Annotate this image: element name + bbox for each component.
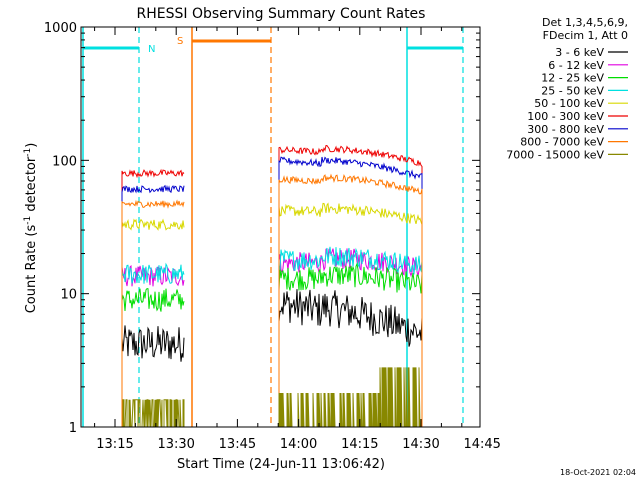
y-axis-label-sup2: -1 xyxy=(23,148,33,157)
plot-frame xyxy=(80,26,481,428)
y-axis-label-mid: detector xyxy=(24,156,39,216)
legend-entry-label: 100 - 300 keV xyxy=(527,110,604,123)
y-axis-label: Count Rate (s-1 detector-1) xyxy=(23,143,39,314)
series-lines xyxy=(121,144,423,428)
legend-entry-label: 50 - 100 keV xyxy=(534,97,604,110)
legend-entry-label: 6 - 12 keV xyxy=(548,59,604,72)
series-line-seg2 xyxy=(278,202,423,427)
series-line-seg2 xyxy=(278,246,423,427)
x-tick-label: 14:15 xyxy=(341,437,378,452)
y-axis-label-main: Count Rate (s xyxy=(24,225,39,314)
x-tick-label: 13:30 xyxy=(157,437,194,452)
saa-label: S xyxy=(177,36,183,47)
series-line-seg1 xyxy=(121,168,185,427)
series-line-seg1 xyxy=(121,218,185,427)
legend-entry-label: 12 - 25 keV xyxy=(541,72,604,85)
y-axis-label-sup1: -1 xyxy=(23,216,33,225)
series-line-seg1 xyxy=(122,399,185,428)
series-line-seg2 xyxy=(278,173,423,427)
series-line-seg1 xyxy=(121,262,185,427)
y-tick-label: 100 xyxy=(52,154,77,169)
generation-timestamp: 18-Oct-2021 02:04 xyxy=(560,468,636,477)
interval-markers: NS xyxy=(82,27,464,427)
series-100_300keV xyxy=(121,144,423,427)
series-line-seg2 xyxy=(278,156,423,427)
series-50_100keV xyxy=(121,202,423,427)
x-tick-label: 13:45 xyxy=(219,437,256,452)
legend-entry-label: 25 - 50 keV xyxy=(541,84,604,97)
series-line-seg2 xyxy=(278,289,423,427)
x-axis-label: Start Time (24-Jun-11 13:06:42) xyxy=(177,457,385,472)
legend: Det 1,3,4,5,6,9, FDecim 1, Att 0 3 - 6 k… xyxy=(506,16,628,161)
legend-header-1: Det 1,3,4,5,6,9, xyxy=(542,16,628,29)
legend-header-2: FDecim 1, Att 0 xyxy=(543,29,628,42)
legend-entry-label: 300 - 800 keV xyxy=(527,123,604,136)
series-800_7000keV xyxy=(121,173,423,427)
series-line-seg1 xyxy=(121,288,185,427)
series-12_25keV xyxy=(121,262,423,427)
night-label: N xyxy=(148,44,155,55)
series-3_6keV xyxy=(121,289,423,427)
series-line-seg1 xyxy=(121,184,185,427)
series-line-seg1 xyxy=(121,199,185,427)
series-7000_15000keV xyxy=(122,367,422,428)
series-line-seg1 xyxy=(121,325,185,427)
legend-entry-label: 800 - 7000 keV xyxy=(520,136,604,149)
x-tick-label: 13:15 xyxy=(96,437,133,452)
series-line-seg2 xyxy=(278,262,423,427)
chart-title: RHESSI Observing Summary Count Rates xyxy=(137,6,426,22)
legend-entry-label: 3 - 6 keV xyxy=(555,46,604,59)
series-300_800keV xyxy=(121,156,423,427)
y-tick-label: 1000 xyxy=(44,21,77,36)
series-line-seg2 xyxy=(278,144,423,427)
x-tick-label: 14:00 xyxy=(280,437,317,452)
series-25_50keV xyxy=(121,246,423,427)
y-tick-label: 1 xyxy=(69,421,77,436)
axes xyxy=(80,26,481,428)
legend-entry-label: 7000 - 15000 keV xyxy=(506,148,604,161)
y-axis-label-end: ) xyxy=(24,143,39,148)
y-tick-label: 10 xyxy=(60,288,77,303)
tick-marks: 1 10 100 1000 13:15 13:30 13:45 14:00 14:15 14:30… xyxy=(44,21,501,452)
series-line-seg2 xyxy=(278,367,422,428)
x-tick-label: 14:45 xyxy=(463,437,500,452)
x-tick-label: 14:30 xyxy=(402,437,439,452)
